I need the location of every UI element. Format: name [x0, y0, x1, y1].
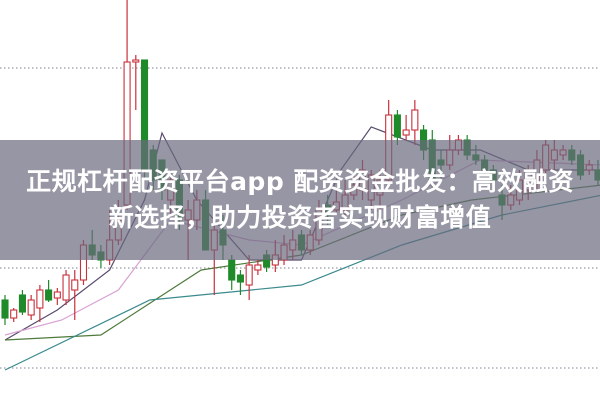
- candle-up: [402, 129, 410, 136]
- candle-up: [36, 289, 44, 309]
- candle-up: [245, 264, 253, 286]
- candle-down: [1, 299, 9, 319]
- candle-up: [27, 299, 35, 316]
- candle-down: [18, 294, 26, 313]
- headline-line-1: 正规杠杆配资平台app 配资资金批发：高效融资: [26, 167, 574, 196]
- candle-up: [411, 109, 419, 131]
- candle-up: [10, 309, 18, 319]
- candle-up: [132, 59, 140, 63]
- headline-banner: [0, 140, 600, 260]
- headline-line-2: 新选择，助力投资者实现财富增值: [108, 203, 492, 232]
- headline: 正规杠杆配资平台app 配资资金批发：高效融资 新选择，助力投资者实现财富增值: [0, 164, 600, 236]
- candle-down: [45, 289, 53, 301]
- candle-down: [228, 259, 236, 281]
- candle-up: [53, 291, 61, 299]
- candle-down: [236, 274, 244, 283]
- candle-up: [71, 279, 79, 291]
- candle-up: [62, 274, 70, 301]
- candle-up: [254, 264, 262, 271]
- candle-down: [393, 114, 401, 138]
